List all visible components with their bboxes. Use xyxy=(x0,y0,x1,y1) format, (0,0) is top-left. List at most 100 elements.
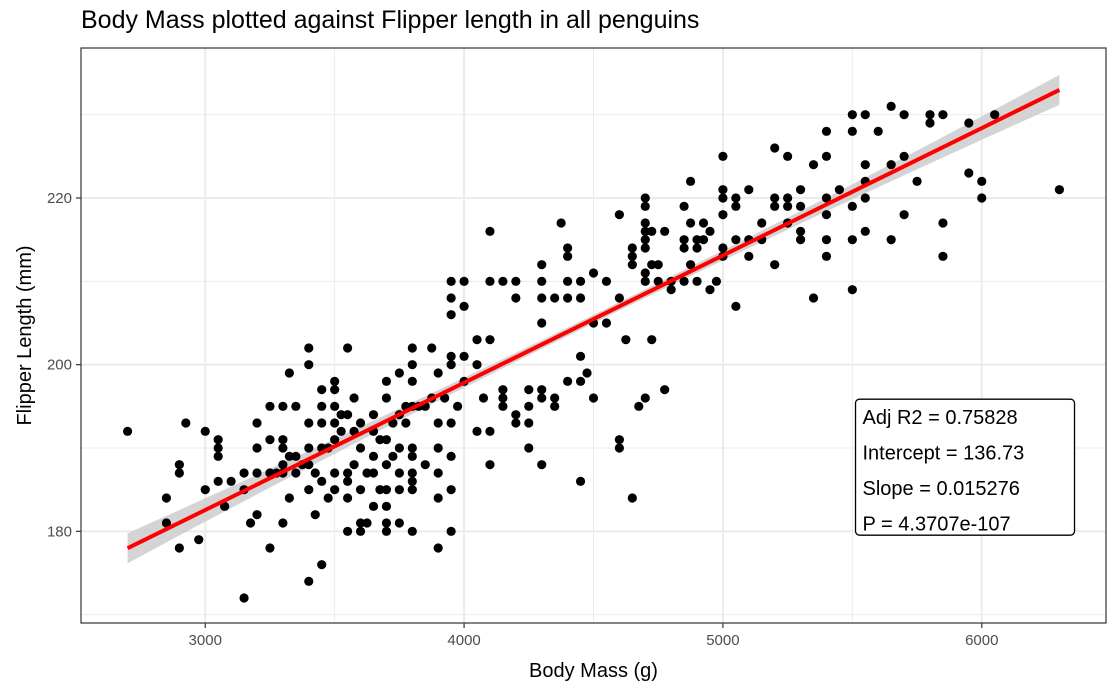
data-point xyxy=(821,193,832,203)
data-point xyxy=(252,510,262,520)
data-point xyxy=(407,443,417,453)
plot-panel-border xyxy=(80,47,1107,624)
data-point xyxy=(368,501,379,511)
data-point xyxy=(731,301,741,311)
data-point xyxy=(834,185,844,195)
data-point xyxy=(381,376,392,386)
data-point xyxy=(252,468,262,478)
data-point xyxy=(498,401,508,411)
data-point xyxy=(938,110,948,120)
data-point xyxy=(698,235,709,245)
data-point xyxy=(394,485,404,495)
data-point xyxy=(647,260,657,270)
data-point xyxy=(634,401,644,411)
data-point xyxy=(705,285,715,295)
y-axis-ticks: 180 200 220 xyxy=(47,190,81,540)
data-point xyxy=(886,101,896,111)
data-point xyxy=(899,151,909,161)
data-point xyxy=(446,276,456,286)
data-point xyxy=(821,251,832,261)
data-point xyxy=(336,410,346,420)
data-point xyxy=(821,235,832,245)
data-point xyxy=(653,276,663,286)
data-point xyxy=(666,285,676,295)
stats-slope: Slope = 0.015276 xyxy=(863,478,1020,500)
data-point xyxy=(679,243,689,253)
data-point xyxy=(524,401,534,411)
data-point xyxy=(310,468,320,478)
data-point xyxy=(860,160,870,170)
data-point xyxy=(343,468,353,478)
data-point xyxy=(278,435,288,445)
data-point xyxy=(459,276,469,286)
data-point xyxy=(343,476,353,486)
data-point xyxy=(394,443,404,453)
data-point xyxy=(252,443,262,453)
data-point xyxy=(744,185,754,195)
data-point xyxy=(640,235,650,245)
data-point xyxy=(265,543,275,553)
data-point xyxy=(459,351,469,361)
stats-adj-r2: Adj R2 = 0.75828 xyxy=(863,407,1018,429)
data-point xyxy=(964,118,974,128)
data-point xyxy=(821,126,832,136)
data-point xyxy=(692,235,702,245)
data-point xyxy=(368,451,379,461)
data-point xyxy=(304,343,314,353)
data-point xyxy=(511,276,521,286)
data-point xyxy=(498,385,508,395)
data-point xyxy=(511,293,521,303)
data-point xyxy=(407,343,417,353)
data-point xyxy=(381,518,392,528)
data-point xyxy=(355,526,366,536)
x-axis-title: Body Mass (g) xyxy=(529,660,658,682)
data-point xyxy=(200,426,210,436)
data-point xyxy=(433,443,443,453)
data-point xyxy=(860,110,870,120)
data-point xyxy=(343,343,353,353)
x-tick-label: 6000 xyxy=(965,632,998,649)
data-point xyxy=(524,385,534,395)
data-point xyxy=(770,193,780,203)
data-point xyxy=(783,193,793,203)
data-point xyxy=(640,243,650,253)
data-point xyxy=(770,260,780,270)
data-point xyxy=(317,401,327,411)
data-point xyxy=(640,193,650,203)
data-point xyxy=(226,476,236,486)
data-point xyxy=(213,443,223,453)
data-point xyxy=(317,385,327,395)
stats-box-frame xyxy=(854,398,1076,536)
data-point xyxy=(1054,185,1065,195)
data-point xyxy=(291,468,301,478)
data-point xyxy=(284,368,294,378)
data-point xyxy=(563,293,573,303)
data-point xyxy=(407,468,417,478)
data-point xyxy=(783,151,793,161)
data-point xyxy=(446,451,456,461)
data-point xyxy=(478,393,489,403)
data-point xyxy=(847,285,857,295)
data-point xyxy=(161,493,172,503)
data-point xyxy=(770,143,780,153)
data-point xyxy=(330,435,340,445)
data-point xyxy=(446,485,456,495)
data-point xyxy=(977,193,987,203)
fit-line xyxy=(126,88,1061,551)
data-point xyxy=(621,335,631,345)
data-point xyxy=(873,126,883,136)
data-point xyxy=(213,451,223,461)
data-point xyxy=(433,368,443,378)
data-point xyxy=(304,443,314,453)
data-point xyxy=(304,360,314,370)
data-point xyxy=(647,335,657,345)
data-point xyxy=(336,426,346,436)
data-point xyxy=(343,526,353,536)
data-point xyxy=(575,293,586,303)
data-point xyxy=(821,210,832,220)
data-point xyxy=(886,160,896,170)
data-point xyxy=(407,451,417,461)
data-point xyxy=(990,110,1000,120)
data-point xyxy=(847,126,857,136)
data-point xyxy=(174,468,184,478)
